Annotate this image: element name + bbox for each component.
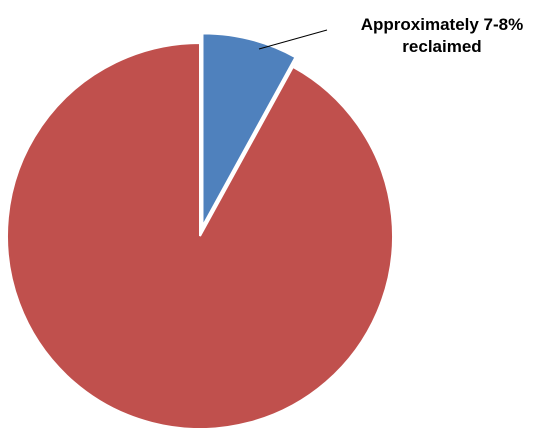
pie-slice-0 [201,32,297,227]
annotation-line-1: Approximately 7-8% [361,15,524,34]
annotation-leader-line [258,29,328,50]
pie-slice-1 [6,41,394,430]
pie-slices [6,32,394,430]
annotation-line-2: reclaimed [402,37,481,56]
